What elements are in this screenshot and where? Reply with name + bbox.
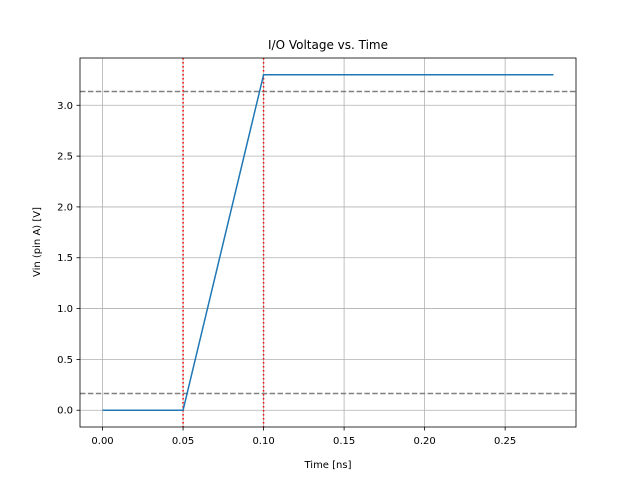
x-axis-label: Time [ns]: [303, 460, 351, 471]
x-tick-label: 0.20: [413, 436, 435, 447]
y-tick-label: 0.0: [57, 406, 73, 417]
x-tick-label: 0.00: [91, 436, 113, 447]
x-axis-ticks: 0.00 0.05 0.10 0.15 0.20 0.25: [91, 427, 516, 447]
y-axis-label: Vin (pin A) [V]: [32, 207, 43, 277]
x-tick-label: 0.25: [494, 436, 516, 447]
y-tick-label: 3.0: [57, 101, 73, 112]
series-layer: [102, 74, 554, 411]
axes-frame: [79, 57, 577, 428]
x-tick-label: 0.10: [252, 436, 274, 447]
y-tick-label: 1.5: [57, 253, 73, 264]
y-tick-label: 0.5: [57, 355, 73, 366]
reference-lines: [80, 58, 576, 427]
y-tick-label: 1.0: [57, 304, 73, 315]
y-tick-label: 2.5: [57, 152, 73, 163]
x-tick-label: 0.15: [333, 436, 355, 447]
chart-title: I/O Voltage vs. Time: [268, 38, 388, 52]
y-axis-ticks: 0.0 0.5 1.0 1.5 2.0 2.5 3.0: [57, 101, 80, 417]
voltage-series-line: [102, 74, 554, 411]
x-tick-label: 0.05: [172, 436, 194, 447]
y-tick-label: 2.0: [57, 202, 73, 213]
